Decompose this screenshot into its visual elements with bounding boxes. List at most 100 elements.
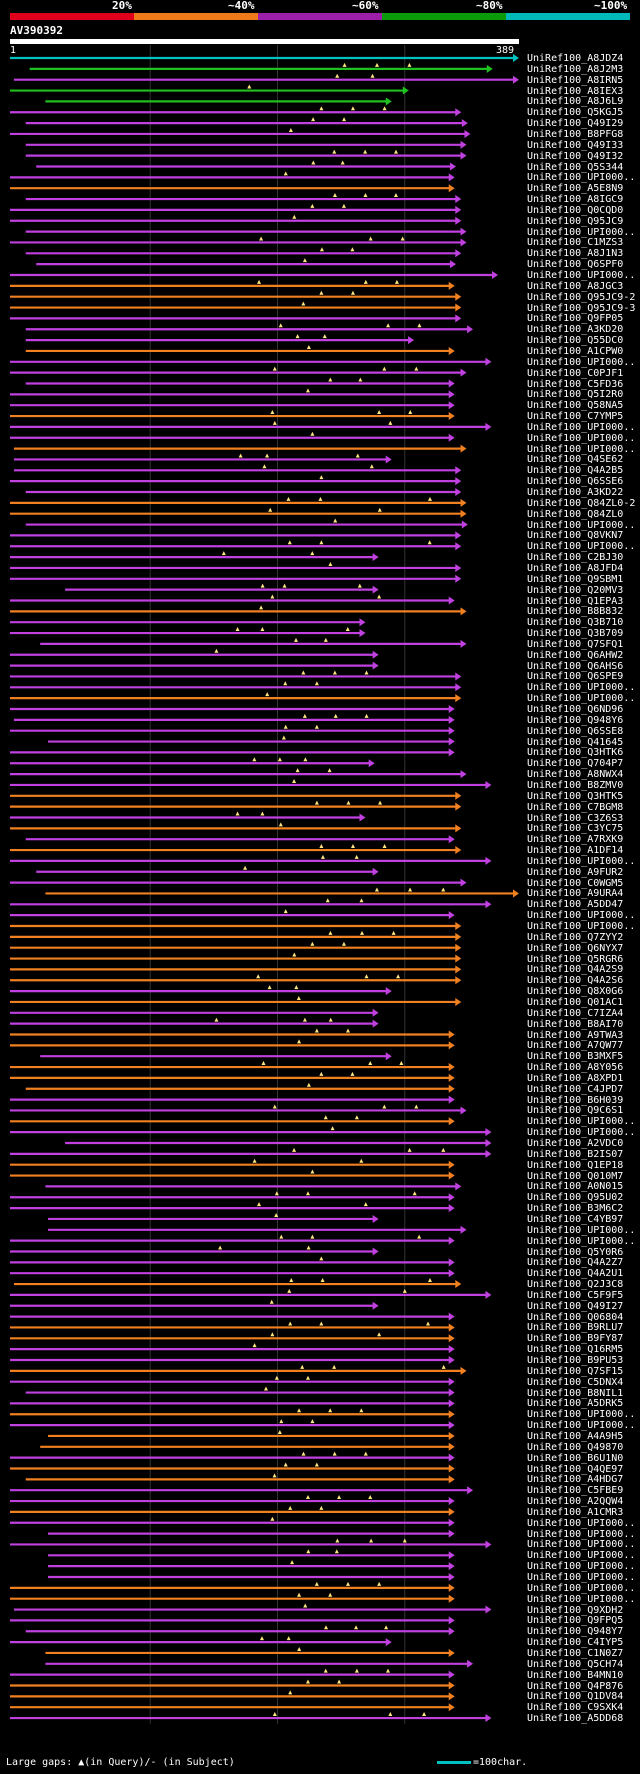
hit-label[interactable]: UniRef100_A1CMR3 [527, 1506, 624, 1518]
hit-label[interactable]: UniRef100_UPI000.. [527, 432, 636, 444]
hit-label[interactable]: UniRef100_A8NWX4 [527, 769, 624, 781]
hit-label[interactable]: UniRef100_UPI000.. [527, 519, 636, 531]
hit-label[interactable]: UniRef100_Q9SBM1 [527, 573, 624, 585]
hit-label[interactable]: UniRef100_UPI000.. [527, 1528, 636, 1540]
hit-label[interactable]: UniRef100_Q704P7 [527, 758, 624, 770]
hit-label[interactable]: UniRef100_Q5RGR6 [527, 953, 624, 965]
hit-label[interactable]: UniRef100_B8PFG8 [527, 128, 624, 140]
hit-label[interactable]: UniRef100_Q5CH74 [527, 1658, 624, 1670]
hit-label[interactable]: UniRef100_UPI000.. [527, 1409, 636, 1421]
hit-label[interactable]: UniRef100_C0WGM5 [527, 877, 624, 889]
hit-label[interactable]: UniRef100_Q6ND96 [527, 704, 624, 715]
hit-label[interactable]: UniRef100_Q8VKN7 [527, 530, 624, 542]
hit-label[interactable]: UniRef100_B2IS07 [527, 1148, 624, 1160]
hit-label[interactable]: UniRef100_UPI000.. [527, 1224, 636, 1236]
hit-label[interactable]: UniRef100_A5DRK5 [527, 1398, 624, 1410]
hit-label[interactable]: UniRef100_C4YB97 [527, 1213, 624, 1225]
hit-label[interactable]: UniRef100_A8Y056 [527, 1062, 624, 1074]
hit-label[interactable]: UniRef100_Q4A2S9 [527, 964, 624, 976]
hit-label[interactable]: UniRef100_C4JPD7 [527, 1083, 624, 1095]
hit-label[interactable]: UniRef100_Q84ZL0 [527, 508, 624, 520]
hit-label[interactable]: UniRef100_Q9C6S1 [527, 1105, 624, 1117]
hit-label[interactable]: UniRef100_A8IRN5 [527, 74, 624, 86]
hit-label[interactable]: UniRef100_C0PJF1 [527, 367, 624, 379]
hit-label[interactable]: UniRef100_Q4QE97 [527, 1463, 624, 1475]
hit-label[interactable]: UniRef100_A7RXK9 [527, 834, 624, 846]
hit-label[interactable]: UniRef100_Q58NA5 [527, 400, 624, 412]
hit-label[interactable]: UniRef100_Q01AC1 [527, 996, 624, 1008]
hit-label[interactable]: UniRef100_A8IEX3 [527, 85, 624, 97]
hit-label[interactable]: UniRef100_UPI000.. [527, 421, 636, 433]
hit-label[interactable]: UniRef100_A9TWA3 [527, 1029, 624, 1041]
hit-label[interactable]: UniRef100_B4MN10 [527, 1669, 624, 1681]
hit-label[interactable]: UniRef100_A8J2M3 [527, 63, 624, 75]
hit-label[interactable]: UniRef100_B3MXF5 [527, 1051, 624, 1063]
hit-label[interactable]: UniRef100_A9FUR2 [527, 866, 624, 878]
hit-label[interactable]: UniRef100_Q4P876 [527, 1680, 624, 1692]
hit-label[interactable]: UniRef100_Q4SE62 [527, 454, 624, 466]
hit-label[interactable]: UniRef100_C5FD36 [527, 378, 624, 390]
hit-label[interactable]: UniRef100_UPI000.. [527, 921, 636, 932]
hit-label[interactable]: UniRef100_Q49870 [527, 1441, 624, 1453]
hit-label[interactable]: UniRef100_Q49I32 [527, 150, 624, 162]
hit-label[interactable]: UniRef100_A4HDG7 [527, 1474, 624, 1486]
hit-label[interactable]: UniRef100_Q95JC9 [527, 215, 624, 227]
hit-label[interactable]: UniRef100_A1CPW0 [527, 345, 624, 357]
hit-label[interactable]: UniRef100_B3M6C2 [527, 1203, 624, 1215]
hit-label[interactable]: UniRef100_A0N015 [527, 1181, 624, 1193]
hit-label[interactable]: UniRef100_C7BGM8 [527, 801, 624, 813]
hit-label[interactable]: UniRef100_Q010M7 [527, 1170, 624, 1182]
hit-label[interactable]: UniRef100_A8J6L9 [527, 96, 624, 108]
hit-label[interactable]: UniRef100_Q948Y7 [527, 1626, 624, 1638]
hit-label[interactable]: UniRef100_UPI000.. [527, 356, 636, 368]
hit-label[interactable]: UniRef100_Q5Y0R6 [527, 1246, 624, 1258]
hit-label[interactable]: UniRef100_UPI000.. [527, 1561, 636, 1573]
hit-label[interactable]: UniRef100_Q4A2B5 [527, 465, 624, 477]
hit-label[interactable]: UniRef100_Q95JC9-3 [527, 302, 636, 314]
hit-label[interactable]: UniRef100_C7IZA4 [527, 1007, 624, 1019]
hit-label[interactable]: UniRef100_B6H039 [527, 1094, 624, 1106]
hit-label[interactable]: UniRef100_Q6SSE8 [527, 725, 624, 737]
hit-label[interactable]: UniRef100_Q7SFQ1 [527, 638, 624, 650]
hit-label[interactable]: UniRef100_B9PU53 [527, 1355, 624, 1366]
hit-label[interactable]: UniRef100_Q1EPA3 [527, 595, 624, 607]
hit-label[interactable]: UniRef100_UPI000.. [527, 1420, 636, 1432]
hit-label[interactable]: UniRef100_UPI000.. [527, 226, 636, 238]
hit-label[interactable]: UniRef100_A7QW77 [527, 1040, 624, 1052]
hit-label[interactable]: UniRef100_UPI000.. [527, 443, 636, 455]
hit-label[interactable]: UniRef100_A4A9H5 [527, 1430, 624, 1442]
hit-label[interactable]: UniRef100_Q1DV84 [527, 1691, 624, 1703]
hit-label[interactable]: UniRef100_Q5KGJ5 [527, 107, 624, 119]
hit-label[interactable]: UniRef100_UPI000.. [527, 1235, 636, 1247]
hit-label[interactable]: UniRef100_Q9XDH2 [527, 1604, 624, 1616]
hit-label[interactable]: UniRef100_A5E8N9 [527, 183, 624, 195]
hit-label[interactable]: UniRef100_C4IYP5 [527, 1637, 624, 1649]
hit-label[interactable]: UniRef100_A2VDC0 [527, 1138, 624, 1149]
hit-label[interactable]: UniRef100_C2BJ30 [527, 552, 624, 564]
hit-label[interactable]: UniRef100_Q5I2R0 [527, 389, 624, 401]
hit-label[interactable]: UniRef100_Q6AHW2 [527, 649, 624, 661]
hit-label[interactable]: UniRef100_A5DD47 [527, 899, 624, 911]
hit-label[interactable]: UniRef100_Q6SSE6 [527, 476, 624, 488]
hit-label[interactable]: UniRef100_C1N0Z7 [527, 1647, 624, 1659]
hit-label[interactable]: UniRef100_Q3B710 [527, 617, 624, 629]
hit-label[interactable]: UniRef100_UPI000.. [527, 910, 636, 922]
hit-label[interactable]: UniRef100_B8AI70 [527, 1018, 624, 1030]
hit-label[interactable]: UniRef100_C7YMP5 [527, 411, 624, 423]
hit-label[interactable]: UniRef100_Q49I33 [527, 139, 624, 151]
hit-label[interactable]: UniRef100_Q7ZYY2 [527, 931, 624, 943]
hit-label[interactable]: UniRef100_UPI000.. [527, 1127, 636, 1139]
hit-label[interactable]: UniRef100_Q2J3C8 [527, 1279, 624, 1291]
hit-label[interactable]: UniRef100_Q3HTK5 [527, 790, 624, 802]
hit-label[interactable]: UniRef100_A5DD68 [527, 1713, 624, 1725]
hit-label[interactable]: UniRef100_Q9FPQ5 [527, 1615, 624, 1627]
hit-label[interactable]: UniRef100_Q948Y6 [527, 714, 624, 726]
hit-label[interactable]: UniRef100_B8ZMV0 [527, 779, 624, 791]
hit-label[interactable]: UniRef100_A8JDZ4 [527, 53, 624, 64]
hit-label[interactable]: UniRef100_UPI000.. [527, 855, 636, 867]
hit-label[interactable]: UniRef100_Q6SPF0 [527, 259, 624, 271]
hit-label[interactable]: UniRef100_A8JGC3 [527, 280, 624, 292]
hit-label[interactable]: UniRef100_Q5S344 [527, 161, 624, 173]
hit-label[interactable]: UniRef100_UPI000.. [527, 541, 636, 553]
hit-label[interactable]: UniRef100_A8XPD1 [527, 1072, 624, 1084]
